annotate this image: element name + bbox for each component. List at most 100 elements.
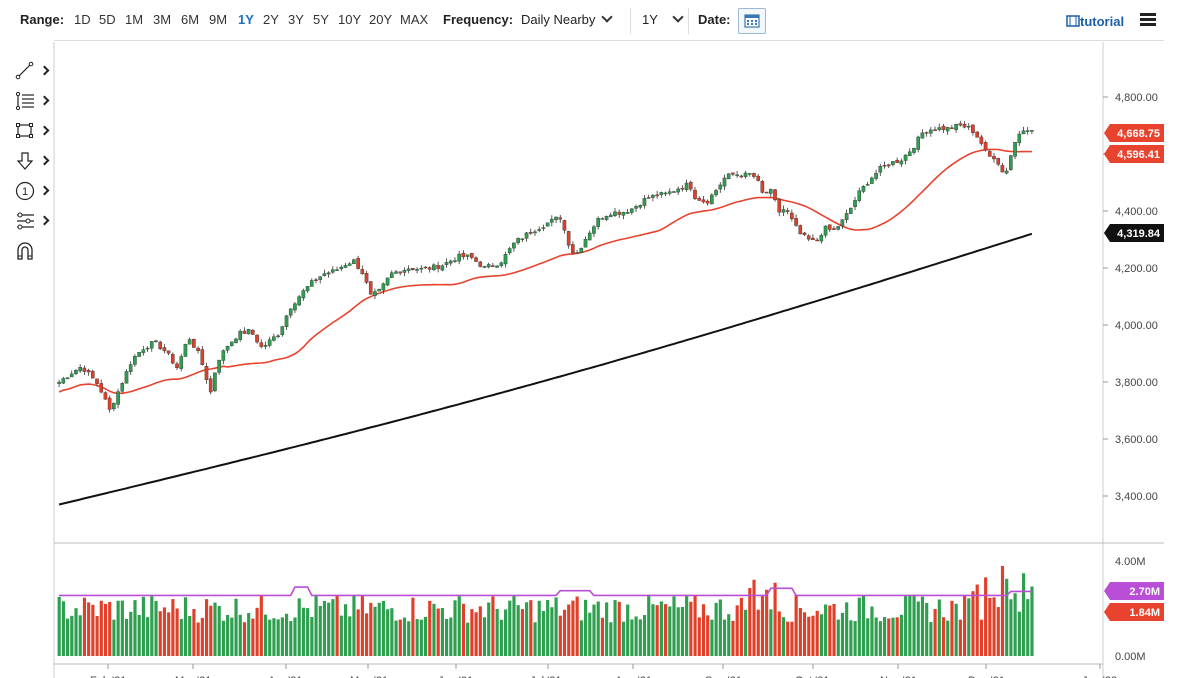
candle (912, 147, 916, 155)
magnet-tool-button[interactable] (12, 238, 52, 268)
candle (478, 260, 483, 268)
volume-bar (861, 595, 866, 656)
frequency-dropdown[interactable]: Daily Nearby (521, 11, 614, 27)
range-1y[interactable]: 1Y (238, 12, 254, 27)
range-10y[interactable]: 10Y (338, 12, 362, 27)
svg-text:1: 1 (22, 186, 28, 198)
candle (587, 230, 592, 241)
line-tool-button[interactable] (12, 58, 52, 88)
calendar-button[interactable] (738, 8, 766, 34)
volume-bar (739, 597, 743, 656)
candle (128, 361, 133, 375)
candle (571, 241, 575, 255)
arrow-tool-button[interactable] (12, 148, 52, 178)
volume-bar (621, 621, 626, 656)
volume-bar (377, 602, 381, 656)
candle (962, 121, 967, 129)
candle (74, 369, 78, 376)
volume-bar (171, 599, 175, 656)
volume-bar (866, 618, 870, 656)
volume-bar (158, 611, 162, 656)
candle (65, 377, 70, 380)
range-5d[interactable]: 5D (99, 12, 116, 27)
range-6m[interactable]: 6M (181, 12, 200, 27)
range-max[interactable]: MAX (400, 12, 429, 27)
volume-bar (57, 596, 61, 656)
rectangle-tool-button[interactable] (12, 118, 52, 148)
candle (276, 334, 280, 339)
candle (562, 219, 567, 234)
volume-bar (470, 609, 474, 656)
volume-bar (306, 608, 310, 656)
range-9m[interactable]: 9M (209, 12, 228, 27)
volume-bar (398, 619, 402, 656)
hamburger-menu-icon[interactable] (1140, 13, 1156, 27)
calendar-icon (744, 14, 760, 28)
range-20y[interactable]: 20Y (369, 12, 393, 27)
candle (903, 154, 908, 165)
volume-bar (436, 608, 440, 656)
candle (693, 186, 697, 200)
volume-bar (537, 600, 541, 656)
time-axis-label: Jun '21 (438, 675, 473, 678)
candle (335, 266, 339, 271)
candle (267, 336, 272, 348)
period-dropdown[interactable]: 1Y (642, 11, 684, 27)
volume-bar (744, 609, 748, 656)
candle (680, 185, 685, 192)
range-5y[interactable]: 5Y (313, 12, 329, 27)
volume-bar (584, 599, 588, 656)
volume-bar (626, 604, 630, 656)
volume-bar (200, 617, 204, 656)
fib-tool-button[interactable] (12, 88, 52, 118)
candle (1017, 130, 1022, 147)
candle (444, 258, 449, 268)
candle (773, 188, 777, 202)
volume-bar (482, 617, 487, 656)
arrow-down-tool-icon (16, 152, 34, 170)
volume-bar (853, 621, 857, 656)
candle (608, 212, 613, 218)
volume-bar (310, 617, 314, 656)
candle (175, 361, 179, 371)
volume-bar (878, 621, 882, 656)
volume-bar (689, 601, 693, 656)
candle (722, 174, 727, 191)
tutorial-link[interactable]: tutorial (1066, 14, 1124, 29)
volume-bar (634, 616, 638, 656)
candle (975, 131, 979, 138)
volume-bar (798, 607, 802, 656)
volume-bar (992, 597, 996, 656)
adjust-tool-button[interactable] (12, 208, 52, 238)
volume-bar (133, 600, 137, 656)
last-price-badge: 4,668.75 (1104, 124, 1164, 142)
volume-bar (638, 619, 642, 656)
candle (705, 199, 710, 206)
candle (116, 388, 120, 409)
time-axis-label: May '21 (350, 675, 388, 678)
counter-tool-button[interactable]: 1 (12, 178, 52, 208)
candle (322, 269, 327, 277)
candle (200, 345, 205, 366)
range-1m[interactable]: 1M (125, 12, 144, 27)
candle (259, 339, 264, 349)
range-3y[interactable]: 3Y (288, 12, 304, 27)
candle (790, 209, 794, 222)
candle (579, 247, 584, 254)
candle (360, 265, 365, 275)
price-tick-label: 3,400.00 (1115, 491, 1158, 503)
range-3m[interactable]: 3M (153, 12, 172, 27)
candle (440, 264, 445, 272)
candle (743, 170, 748, 179)
candle (339, 264, 344, 272)
volume-bar (188, 615, 192, 656)
volume-bar (390, 608, 394, 656)
candle (137, 351, 141, 358)
volume-bar (466, 622, 470, 656)
divider (630, 8, 631, 34)
volume-bar (811, 615, 815, 656)
range-2y[interactable]: 2Y (263, 12, 279, 27)
candle (558, 214, 563, 223)
range-1d[interactable]: 1D (74, 12, 91, 27)
